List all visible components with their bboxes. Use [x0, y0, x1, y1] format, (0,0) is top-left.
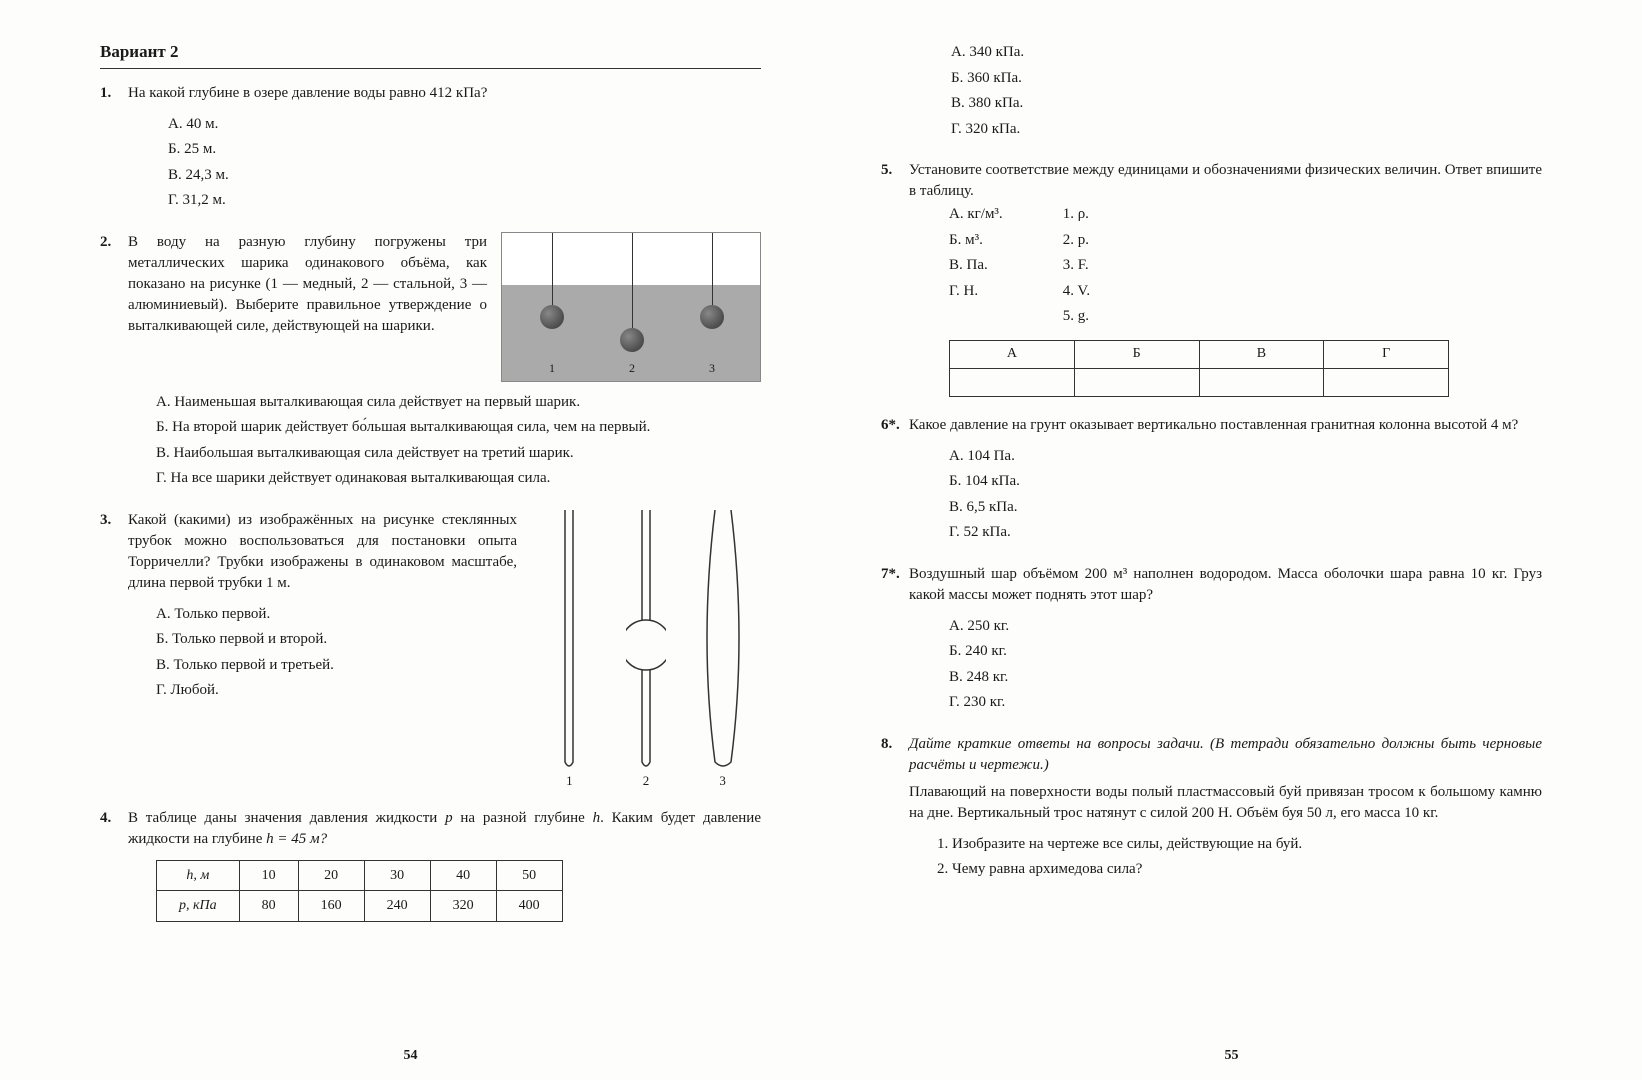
- variant-heading: Вариант 2: [100, 40, 761, 69]
- q4-table: h, м 10 20 30 40 50 p, кПа 80 160 240 32…: [156, 860, 563, 922]
- q5-answer-b[interactable]: [1074, 368, 1199, 396]
- q5-text: Установите соответствие между единицами …: [909, 160, 1542, 202]
- page-number-left: 54: [404, 1046, 418, 1066]
- q3-opt-c: В. Только первой и третьей.: [156, 653, 517, 679]
- ball-label-2: 2: [629, 360, 635, 377]
- q4-p-label: p, кПа: [157, 891, 240, 922]
- q2-opt-b: Б. На второй шарик действует бо́льшая вы…: [156, 415, 761, 441]
- q6-opt-a: А. 104 Па.: [949, 444, 1542, 470]
- question-8: 8. Дайте краткие ответы на вопросы задач…: [881, 734, 1542, 883]
- q5-left-b: Б. м³.: [949, 228, 1003, 254]
- q2-opt-d: Г. На все шарики действует одинаковая вы…: [156, 466, 761, 492]
- q3-opt-d: Г. Любой.: [156, 678, 517, 704]
- question-7: 7*. Воздушный шар объёмом 200 м³ наполне…: [881, 564, 1542, 716]
- tube-label-3: 3: [719, 772, 726, 790]
- q5-answer-a[interactable]: [950, 368, 1075, 396]
- q1-text: На какой глубине в озере давление воды р…: [128, 83, 761, 104]
- q2-opt-a: А. Наименьшая выталкивающая сила действу…: [156, 390, 761, 416]
- q5-answer-c[interactable]: [1199, 368, 1324, 396]
- q4-opt-d: Г. 320 кПа.: [951, 117, 1542, 143]
- q5-left-a: А. кг/м³.: [949, 202, 1003, 228]
- q8-sub2: 2. Чему равна архимедова сила?: [937, 857, 1542, 883]
- q5-match-lists: А. кг/м³. Б. м³. В. Па. Г. Н. 1. ρ. 2. p…: [949, 202, 1542, 330]
- q1-opt-c: В. 24,3 м.: [168, 163, 761, 189]
- question-3: 3. Какой (какими) из изображённых на рис…: [100, 510, 761, 790]
- q4-opt-c: В. 380 кПа.: [951, 91, 1542, 117]
- question-2: 2. В воду на разную глубину погружены тр…: [100, 232, 761, 492]
- question-1: 1. На какой глубине в озере давление вод…: [100, 83, 761, 214]
- q6-text: Какое давление на грунт оказывает вертик…: [909, 415, 1542, 436]
- q1-number: 1.: [100, 83, 128, 214]
- q5-right-1: 1. ρ.: [1063, 202, 1090, 228]
- q3-opt-a: А. Только первой.: [156, 602, 517, 628]
- figure-tubes: 1 2 3: [531, 510, 761, 790]
- q5-right-5: 5. g.: [1063, 304, 1090, 330]
- page-number-right: 55: [1225, 1046, 1239, 1066]
- q6-opt-b: Б. 104 кПа.: [949, 469, 1542, 495]
- q1-opt-a: А. 40 м.: [168, 112, 761, 138]
- q2-opt-c: В. Наибольшая выталкивающая сила действу…: [156, 441, 761, 467]
- q7-opt-b: Б. 240 кг.: [949, 639, 1542, 665]
- ball-label-3: 3: [709, 360, 715, 377]
- q8-intro: Дайте краткие ответы на вопросы задачи. …: [909, 734, 1542, 776]
- q4-number: 4.: [100, 808, 128, 922]
- q4-h-label: h, м: [157, 860, 240, 891]
- q4-options: А. 340 кПа. Б. 360 кПа. В. 380 кПа. Г. 3…: [951, 40, 1542, 142]
- q6-opt-d: Г. 52 кПа.: [949, 520, 1542, 546]
- q7-opt-c: В. 248 кг.: [949, 665, 1542, 691]
- q5-left-c: В. Па.: [949, 253, 1003, 279]
- q5-right-2: 2. p.: [1063, 228, 1090, 254]
- q5-answer-table: А Б В Г: [949, 340, 1449, 397]
- q4-opt-a: А. 340 кПа.: [951, 40, 1542, 66]
- q3-text: Какой (какими) из изображённых на рисунк…: [128, 510, 517, 594]
- question-5: 5. Установите соответствие между единица…: [881, 160, 1542, 397]
- figure-balls: 1 2 3: [501, 232, 761, 382]
- q5-number: 5.: [881, 160, 909, 397]
- tube-label-1: 1: [566, 772, 573, 790]
- question-4: 4. В таблице даны значения давления жидк…: [100, 808, 761, 922]
- q6-number: 6*.: [881, 415, 909, 546]
- q3-opt-b: Б. Только первой и второй.: [156, 627, 517, 653]
- q5-right-4: 4. V.: [1063, 279, 1090, 305]
- q7-number: 7*.: [881, 564, 909, 716]
- question-6: 6*. Какое давление на грунт оказывает ве…: [881, 415, 1542, 546]
- q4-text: В таблице даны значения давления жидкост…: [128, 808, 761, 850]
- q1-opt-b: Б. 25 м.: [168, 137, 761, 163]
- q8-number: 8.: [881, 734, 909, 883]
- q5-answer-d[interactable]: [1324, 368, 1449, 396]
- q7-opt-a: А. 250 кг.: [949, 614, 1542, 640]
- q8-sub1: 1. Изобразите на чертеже все силы, дейст…: [937, 832, 1542, 858]
- q2-text: В воду на разную глубину погружены три м…: [128, 232, 487, 337]
- q7-opt-d: Г. 230 кг.: [949, 690, 1542, 716]
- q1-opt-d: Г. 31,2 м.: [168, 188, 761, 214]
- tube-label-2: 2: [643, 772, 650, 790]
- q2-number: 2.: [100, 232, 128, 492]
- ball-label-1: 1: [549, 360, 555, 377]
- q7-text: Воздушный шар объёмом 200 м³ наполнен во…: [909, 564, 1542, 606]
- q3-number: 3.: [100, 510, 128, 790]
- q5-right-3: 3. F.: [1063, 253, 1090, 279]
- page-right: А. 340 кПа. Б. 360 кПа. В. 380 кПа. Г. 3…: [821, 0, 1642, 1080]
- q8-text: Плавающий на поверхности воды полый плас…: [909, 782, 1542, 824]
- q5-left-d: Г. Н.: [949, 279, 1003, 305]
- page-left: Вариант 2 1. На какой глубине в озере да…: [0, 0, 821, 1080]
- q6-opt-c: В. 6,5 кПа.: [949, 495, 1542, 521]
- q4-opt-b: Б. 360 кПа.: [951, 66, 1542, 92]
